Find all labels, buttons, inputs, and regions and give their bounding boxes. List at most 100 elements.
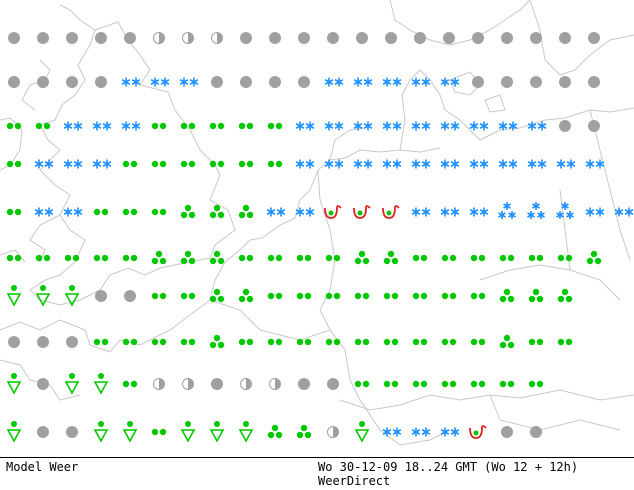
light-rain-icon xyxy=(238,122,254,130)
light-rain-icon xyxy=(267,254,283,262)
light-rain-icon xyxy=(325,292,341,300)
overcast-cloud-icon xyxy=(240,32,252,44)
light-rain-icon xyxy=(354,380,370,388)
snow-icon xyxy=(92,159,112,169)
light-rain-icon xyxy=(499,380,515,388)
rain-shower-icon xyxy=(35,285,51,307)
light-rain-icon xyxy=(267,338,283,346)
weather-symbols xyxy=(6,32,634,443)
light-rain-icon xyxy=(267,122,283,130)
overcast-cloud-icon xyxy=(269,32,281,44)
light-rain-icon xyxy=(412,254,428,262)
overcast-cloud-icon xyxy=(327,378,339,390)
light-rain-icon xyxy=(35,254,51,262)
overcast-cloud-icon xyxy=(530,32,542,44)
source-label: WeerDirect xyxy=(318,474,391,488)
snow-icon xyxy=(614,207,634,217)
overcast-cloud-icon xyxy=(37,336,49,348)
snow-icon xyxy=(353,77,373,87)
light-rain-icon xyxy=(6,208,22,216)
heavy-rain-icon xyxy=(528,288,544,303)
heavy-rain-icon xyxy=(296,424,312,439)
snow-icon xyxy=(440,77,460,87)
overcast-cloud-icon xyxy=(327,32,339,44)
snow-icon xyxy=(121,121,141,131)
overcast-cloud-icon xyxy=(37,76,49,88)
snow-icon xyxy=(469,121,489,131)
heavy-rain-icon xyxy=(383,250,399,265)
heavy-snow-icon xyxy=(498,202,516,219)
footer-bar: Model Weer Wo 30-12-09 18..24 GMT (Wo 12… xyxy=(0,458,634,490)
overcast-cloud-icon xyxy=(211,378,223,390)
coastline-wales xyxy=(0,214,61,263)
snow-icon xyxy=(440,159,460,169)
half-cloud-icon xyxy=(153,378,165,390)
coastline-netherlands-inner xyxy=(329,127,366,161)
rain-shower-icon xyxy=(209,421,225,443)
overcast-cloud-icon xyxy=(37,378,49,390)
heavy-rain-icon xyxy=(209,288,225,303)
rain-shower-icon xyxy=(64,373,80,395)
snow-icon xyxy=(411,207,431,217)
half-cloud-icon xyxy=(153,32,165,44)
light-rain-icon xyxy=(412,338,428,346)
light-rain-icon xyxy=(557,338,573,346)
light-rain-icon xyxy=(151,208,167,216)
snow-icon xyxy=(585,159,605,169)
light-rain-icon xyxy=(412,380,428,388)
light-rain-icon xyxy=(35,122,51,130)
heavy-rain-icon xyxy=(354,250,370,265)
overcast-cloud-icon xyxy=(95,76,107,88)
snow-icon xyxy=(469,207,489,217)
snow-icon xyxy=(556,159,576,169)
light-rain-icon xyxy=(151,292,167,300)
snow-icon xyxy=(121,77,141,87)
overcast-cloud-icon xyxy=(356,32,368,44)
snow-icon xyxy=(92,121,112,131)
light-rain-icon xyxy=(354,338,370,346)
overcast-cloud-icon xyxy=(501,76,513,88)
light-rain-icon xyxy=(180,338,196,346)
snow-icon xyxy=(179,77,199,87)
overcast-cloud-icon xyxy=(8,32,20,44)
forecast-datetime: Wo 30-12-09 18..24 GMT (Wo 12 + 12h) xyxy=(318,460,579,474)
light-rain-icon xyxy=(151,160,167,168)
snow-icon xyxy=(353,121,373,131)
snow-icon xyxy=(411,121,431,131)
snow-icon xyxy=(150,77,170,87)
map-canvas xyxy=(0,0,634,446)
snow-icon xyxy=(411,77,431,87)
overcast-cloud-icon xyxy=(559,76,571,88)
overcast-cloud-icon xyxy=(8,336,20,348)
half-cloud-icon xyxy=(240,378,252,390)
light-rain-icon xyxy=(383,380,399,388)
snow-icon xyxy=(34,159,54,169)
rain-shower-icon xyxy=(6,421,22,443)
light-rain-icon xyxy=(557,254,573,262)
light-rain-icon xyxy=(441,380,457,388)
snow-icon xyxy=(382,159,402,169)
snow-icon xyxy=(324,159,344,169)
freezing-rain-icon xyxy=(382,205,400,219)
heavy-rain-icon xyxy=(151,250,167,265)
overcast-cloud-icon xyxy=(8,76,20,88)
heavy-rain-icon xyxy=(180,204,196,219)
snow-icon xyxy=(353,159,373,169)
freezing-rain-icon xyxy=(353,205,371,219)
weather-map xyxy=(0,0,634,458)
overcast-cloud-icon xyxy=(269,76,281,88)
light-rain-icon xyxy=(470,254,486,262)
overcast-cloud-icon xyxy=(443,32,455,44)
light-rain-icon xyxy=(93,254,109,262)
light-rain-icon xyxy=(470,292,486,300)
freezing-rain-icon xyxy=(324,205,342,219)
light-rain-icon xyxy=(6,122,22,130)
overcast-cloud-icon xyxy=(66,336,78,348)
freezing-rain-icon xyxy=(469,425,487,439)
light-rain-icon xyxy=(499,254,515,262)
light-rain-icon xyxy=(470,338,486,346)
overcast-cloud-icon xyxy=(588,120,600,132)
snow-icon xyxy=(498,159,518,169)
light-rain-icon xyxy=(383,292,399,300)
snow-icon xyxy=(266,207,286,217)
